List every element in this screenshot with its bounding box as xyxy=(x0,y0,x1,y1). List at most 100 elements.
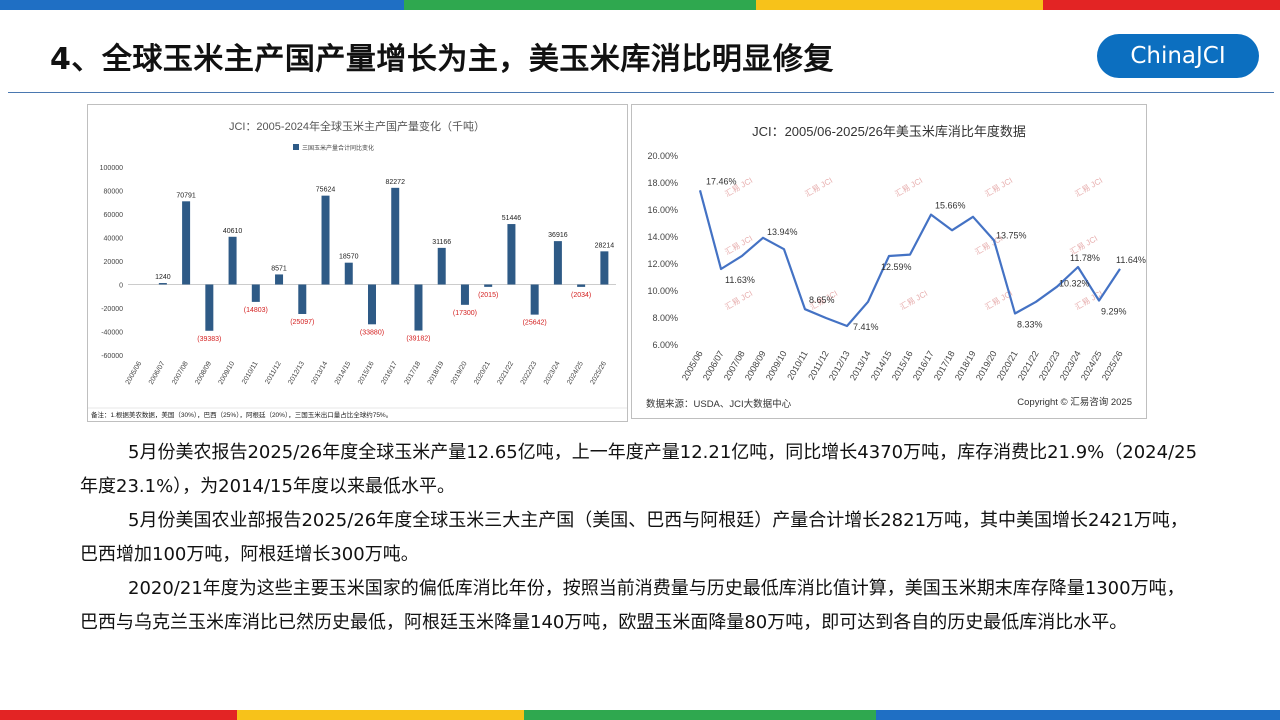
x-tick-label: 2022/23 xyxy=(520,360,539,386)
x-tick-label: 2020/21 xyxy=(473,360,492,386)
x-tick-label: 2011/12 xyxy=(264,360,283,385)
paragraph-3: 2020/21年度为这些主要玉米国家的偏低库消比年份，按照当前消费量与历史最低库… xyxy=(80,578,1185,633)
strip-segment xyxy=(756,0,1043,10)
point-data-label: 10.32% xyxy=(1059,279,1090,289)
point-data-label: 9.29% xyxy=(1101,307,1127,317)
x-tick-label: 2007/08 xyxy=(171,360,190,386)
bar-data-label: 8571 xyxy=(271,265,287,272)
x-tick-label: 2009/10 xyxy=(218,360,237,386)
bar-data-label: 51446 xyxy=(502,215,522,222)
bar-data-label: 28214 xyxy=(595,242,615,249)
bar-chart-svg: JCI：2005-2024年全球玉米主产国产量变化（千吨） 三国玉米产量合计同比变… xyxy=(88,119,627,419)
bar-data-label: 36916 xyxy=(548,232,568,239)
bar-data-label: 18570 xyxy=(339,254,359,261)
x-tick-label: 2008/09 xyxy=(194,360,213,386)
bar xyxy=(507,224,516,285)
bar xyxy=(437,247,446,285)
bar xyxy=(205,284,214,331)
bar-data-label: (2034) xyxy=(571,292,591,299)
x-tick-label: 2010/11 xyxy=(241,360,260,385)
y-tick-label: 40000 xyxy=(104,236,124,243)
x-tick-label: 2025/26 xyxy=(589,360,608,386)
bar-data-label: (17300) xyxy=(453,310,477,317)
watermark-logo: 汇易 JCI xyxy=(984,176,1015,199)
bar-data-label: (2015) xyxy=(478,292,498,299)
bar-data-label: 70791 xyxy=(176,192,196,199)
bar xyxy=(530,284,539,315)
strip-segment xyxy=(237,710,524,720)
y-tick-label: 80000 xyxy=(104,189,124,196)
bar xyxy=(391,187,400,285)
point-data-label: 8.65% xyxy=(809,295,835,305)
x-tick-label: 2018/19 xyxy=(427,360,446,386)
bar-data-label: 40610 xyxy=(223,228,243,235)
bar-data-label: 75624 xyxy=(316,187,336,194)
bar xyxy=(460,284,469,305)
bar-data-label: (14803) xyxy=(244,307,268,314)
bar xyxy=(228,236,237,285)
bar-data-label: 82272 xyxy=(386,179,406,186)
point-data-label: 17.46% xyxy=(706,176,737,186)
bar-data-label: (39182) xyxy=(406,336,430,343)
bar xyxy=(414,284,423,331)
line-chart-svg: JCI：2005/06-2025/26年美玉米库消比年度数据 20.00% 18.0… xyxy=(646,124,1146,410)
slide-title: 4、全球玉米主产国产量增长为主，美玉米库消比明显修复 xyxy=(50,42,834,77)
x-tick-label: 2006/07 xyxy=(148,360,167,386)
title-divider xyxy=(8,92,1274,93)
y-tick-label: 16.00% xyxy=(647,205,678,215)
y-tick-label: 100000 xyxy=(100,165,123,172)
y-tick-label: 14.00% xyxy=(647,232,678,242)
stock-to-use-line xyxy=(698,190,1121,328)
bar xyxy=(298,284,307,314)
bar xyxy=(321,195,330,285)
strip-segment xyxy=(0,710,237,720)
point-data-label: 13.94% xyxy=(767,227,798,237)
strip-segment xyxy=(1043,0,1280,10)
point-data-label: 15.66% xyxy=(935,201,966,211)
x-tick-label: 2023/24 xyxy=(543,360,562,386)
bar-data-label: (39383) xyxy=(197,336,221,343)
bar-data-label: 1240 xyxy=(155,274,171,281)
bar xyxy=(251,284,260,302)
watermark-logo: 汇易 JCI xyxy=(724,289,755,312)
bar xyxy=(368,284,376,325)
point-data-label: 7.41% xyxy=(853,322,879,332)
y-tick-label: -60000 xyxy=(101,353,123,360)
y-tick-label: 8.00% xyxy=(652,313,678,323)
stock-to-use-chart: JCI：2005/06-2025/26年美玉米库消比年度数据 20.00% 18.0… xyxy=(631,104,1147,419)
watermark-logo: 汇易 JCI xyxy=(899,289,930,312)
bar xyxy=(275,274,284,285)
y-tick-label: -40000 xyxy=(101,330,123,337)
bar xyxy=(182,201,191,285)
paragraph-1: 5月份美农报告2025/26年度全球玉米产量12.65亿吨，上一年度产量12.2… xyxy=(80,442,1198,497)
production-change-chart: JCI：2005-2024年全球玉米主产国产量变化（千吨） 三国玉米产量合计同比变… xyxy=(87,104,628,422)
y-tick-label: 0 xyxy=(119,283,123,290)
data-source: 数据来源：USDA、JCI大数据中心 xyxy=(646,398,792,410)
x-tick-label: 2017/18 xyxy=(403,360,422,386)
y-tick-label: -20000 xyxy=(101,306,123,313)
bar-data-label: (33880) xyxy=(360,329,384,336)
strip-segment xyxy=(876,710,1280,720)
bottom-color-strip xyxy=(0,710,1280,720)
x-tick-label: 2016/17 xyxy=(380,360,399,386)
watermark-logo: 汇易 JCI xyxy=(804,176,835,199)
x-tick-label: 2012/13 xyxy=(287,360,306,386)
point-data-label: 8.33% xyxy=(1017,320,1043,330)
strip-segment xyxy=(404,0,756,10)
y-tick-label: 60000 xyxy=(104,212,124,219)
y-tick-label: 6.00% xyxy=(652,340,678,350)
bar xyxy=(484,284,493,287)
chart-note: 备注：1.根据美农数据，美国（30%），巴西（25%），阿根廷（20%），三国玉… xyxy=(91,410,392,419)
strip-segment xyxy=(0,0,404,10)
x-tick-label: 2024/25 xyxy=(566,360,585,386)
y-tick-label: 20000 xyxy=(104,259,124,266)
chinajci-logo: ChinaJCI xyxy=(1097,34,1259,78)
y-tick-label: 20.00% xyxy=(647,151,678,161)
strip-segment xyxy=(524,710,876,720)
legend-swatch xyxy=(293,144,299,150)
y-tick-label: 18.00% xyxy=(647,178,678,188)
point-data-label: 11.64% xyxy=(1116,255,1146,265)
bar xyxy=(553,241,562,285)
bar-data-label: (25642) xyxy=(523,320,547,327)
line-chart-title: JCI：2005/06-2025/26年美玉米库消比年度数据 xyxy=(752,124,1026,139)
